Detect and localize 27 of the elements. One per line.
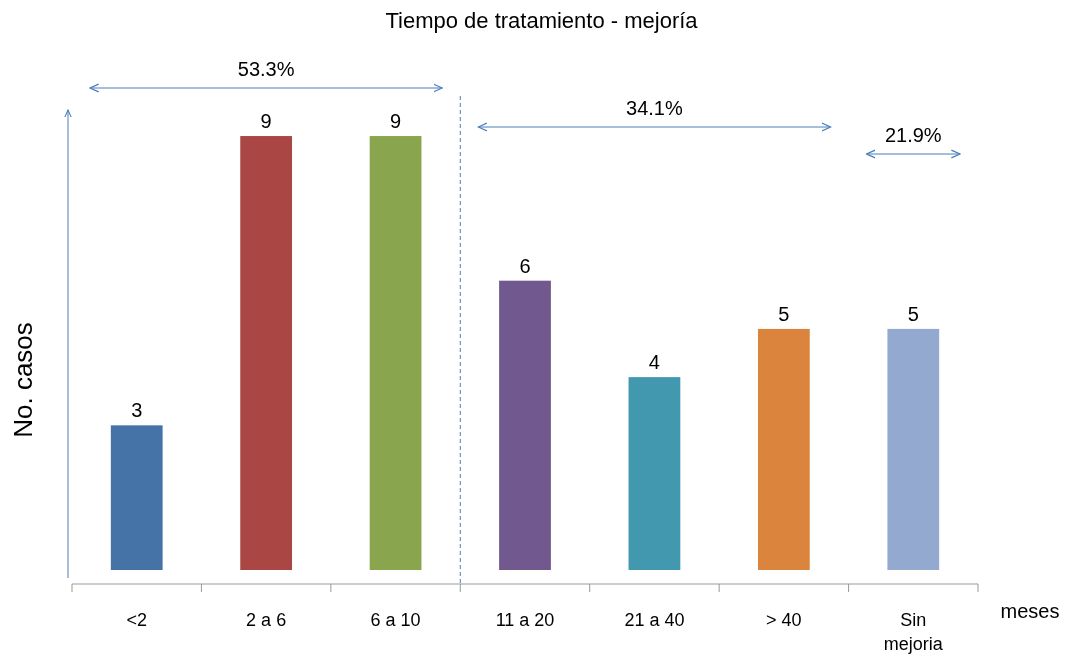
bar [369, 136, 422, 570]
x-tick-label: <2 [126, 610, 147, 630]
bar [757, 328, 810, 570]
x-tick-label: Sin mejoria [883, 610, 944, 654]
text: 53.3% [237, 58, 295, 80]
data-label: 5 [778, 302, 790, 325]
x-tick-label: 11 a 20 [495, 610, 555, 630]
text: 34.1% [626, 97, 683, 119]
bar [628, 377, 681, 570]
bar [887, 328, 940, 570]
data-label: 3 [131, 399, 143, 422]
data-label: 9 [260, 110, 272, 133]
x-tick-label: 2 a 6 [246, 610, 287, 630]
x-axis-title: meses [1000, 600, 1060, 622]
x-tick-label: 6 a 10 [370, 610, 421, 630]
data-label: 6 [519, 254, 531, 277]
data-label: 5 [907, 302, 919, 325]
x-tick-label: 21 a 40 [624, 610, 685, 630]
y-axis-title: No. casos [8, 322, 38, 438]
annotation: 21.9% [884, 124, 942, 146]
chart-title: Tiempo de tratamiento - mejoría [385, 8, 699, 33]
bar [499, 280, 551, 570]
bar [110, 425, 163, 570]
data-label: 4 [648, 351, 660, 374]
data-label: 9 [390, 110, 402, 133]
x-tick-label: > 40 [766, 610, 802, 630]
bar [240, 136, 293, 570]
